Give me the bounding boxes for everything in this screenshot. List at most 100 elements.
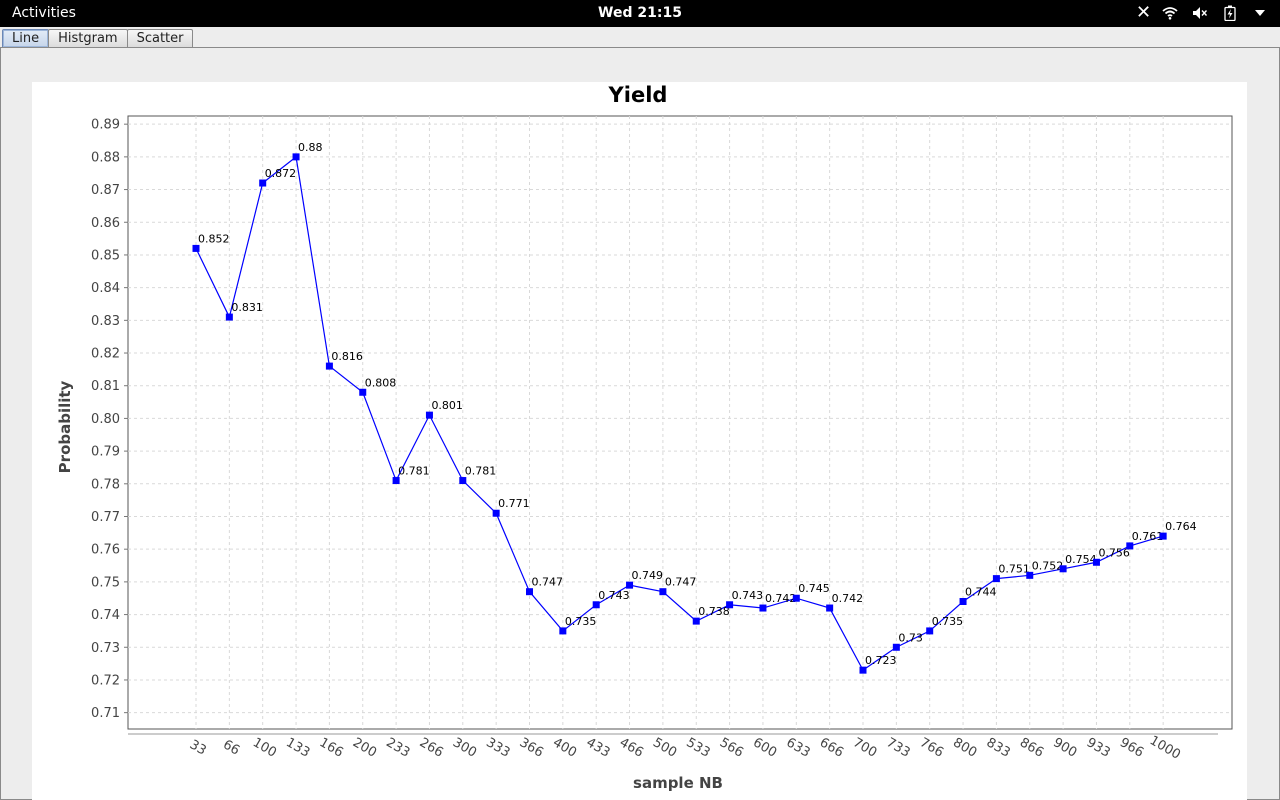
x-tick-label: 666 xyxy=(817,735,846,760)
y-tick-label: 0.89 xyxy=(91,118,120,133)
data-point xyxy=(1092,558,1100,566)
data-label: 0.781 xyxy=(465,465,497,478)
data-label: 0.735 xyxy=(932,615,964,628)
plot-area xyxy=(127,115,1233,730)
data-label: 0.754 xyxy=(1065,553,1097,566)
x-tick-label: 766 xyxy=(917,735,946,760)
tab-bar: Line Histgram Scatter xyxy=(2,29,194,48)
data-point xyxy=(1059,565,1067,573)
data-label: 0.744 xyxy=(965,585,997,598)
data-point xyxy=(292,153,300,161)
data-point xyxy=(192,244,200,252)
data-label: 0.761 xyxy=(1132,530,1164,543)
data-label: 0.743 xyxy=(732,589,764,602)
x-tick-label: 66 xyxy=(220,737,242,758)
y-tick-label: 0.81 xyxy=(91,379,120,394)
x-tick-label: 400 xyxy=(550,735,579,760)
data-point xyxy=(1159,532,1167,540)
x-tick-label: 600 xyxy=(750,735,779,760)
x-tick-label: 700 xyxy=(850,735,879,760)
data-point xyxy=(359,388,367,396)
x-tick-label: 933 xyxy=(1084,735,1113,760)
y-tick-label: 0.71 xyxy=(91,706,120,721)
x-tick-label: 500 xyxy=(650,735,679,760)
dropdown-arrow-icon xyxy=(1252,4,1268,22)
x-tick-label: 166 xyxy=(317,735,346,760)
grid-lines xyxy=(127,115,1233,730)
battery-icon xyxy=(1222,4,1238,22)
data-point xyxy=(592,601,600,609)
data-label: 0.738 xyxy=(698,605,730,618)
data-label: 0.831 xyxy=(231,301,263,314)
clock[interactable]: Wed 21:15 xyxy=(598,5,682,21)
data-label: 0.723 xyxy=(865,654,897,667)
data-point xyxy=(826,604,834,612)
data-point xyxy=(759,604,767,612)
chart-title: Yield xyxy=(608,83,668,107)
tab-scatter[interactable]: Scatter xyxy=(126,29,194,47)
data-point xyxy=(1026,571,1034,579)
data-label: 0.872 xyxy=(265,167,297,180)
data-label: 0.747 xyxy=(665,576,697,589)
line-chart: Yield sample NB Probability 0.71 0.72 0.73… xyxy=(56,83,1233,792)
y-tick-label: 0.84 xyxy=(91,281,120,296)
activities-button[interactable]: Activities xyxy=(12,5,76,21)
x-tick-label: 466 xyxy=(617,735,646,760)
app-window: Line Histgram Scatter Yield sample NB Pr… xyxy=(0,27,1280,800)
x-tick-label: 333 xyxy=(483,735,512,760)
top-bar: Activities Wed 21:15 ✕ xyxy=(0,0,1280,27)
y-tick-label: 0.83 xyxy=(91,314,120,329)
data-label: 0.852 xyxy=(198,232,230,245)
data-label: 0.751 xyxy=(998,563,1030,576)
tab-histgram[interactable]: Histgram xyxy=(48,29,128,47)
data-label: 0.764 xyxy=(1165,520,1197,533)
data-label: 0.88 xyxy=(298,141,323,154)
x-tick-label: 1000 xyxy=(1147,733,1183,763)
series-line xyxy=(195,155,1164,672)
data-point xyxy=(492,509,500,517)
close-icon[interactable]: ✕ xyxy=(1136,2,1152,23)
data-point xyxy=(526,588,533,596)
data-point xyxy=(459,477,467,485)
x-tick-label: 100 xyxy=(250,735,279,760)
data-point xyxy=(792,594,800,602)
data-point xyxy=(659,588,667,596)
volume-muted-icon xyxy=(1192,4,1208,22)
x-tick-label: 433 xyxy=(583,735,612,760)
data-label: 0.801 xyxy=(431,399,463,412)
data-label: 0.747 xyxy=(532,576,564,589)
data-point xyxy=(626,581,634,589)
data-point xyxy=(726,601,734,609)
x-tick-label: 966 xyxy=(1117,735,1146,760)
x-tick-label: 133 xyxy=(283,735,312,760)
system-tray[interactable] xyxy=(1162,4,1268,22)
y-tick-label: 0.74 xyxy=(91,608,120,623)
y-tick-label: 0.87 xyxy=(91,183,120,198)
x-tick-label: 800 xyxy=(950,735,979,760)
x-tick-label: 300 xyxy=(450,735,479,760)
data-point xyxy=(892,643,900,651)
data-point xyxy=(392,477,400,485)
y-tick-label: 0.85 xyxy=(91,248,120,263)
y-tick-label: 0.72 xyxy=(91,673,120,688)
data-label: 0.808 xyxy=(365,376,397,389)
data-point xyxy=(559,627,567,635)
x-tick-label: 866 xyxy=(1017,735,1046,760)
tab-line[interactable]: Line xyxy=(2,29,50,47)
y-tick-label: 0.79 xyxy=(91,445,120,460)
x-tick-label: 266 xyxy=(417,735,446,760)
data-label: 0.745 xyxy=(798,582,830,595)
data-label: 0.735 xyxy=(565,615,597,628)
y-tick-label: 0.82 xyxy=(91,347,120,362)
x-tick-label: 33 xyxy=(187,737,209,758)
y-tick-label: 0.75 xyxy=(91,575,120,590)
x-tick-label: 200 xyxy=(350,735,379,760)
data-point xyxy=(859,666,867,674)
data-label: 0.816 xyxy=(331,350,363,363)
x-axis-title: sample NB xyxy=(633,774,723,792)
data-label: 0.743 xyxy=(598,589,630,602)
data-point xyxy=(992,575,1000,583)
y-tick-label: 0.77 xyxy=(91,510,120,525)
wifi-icon xyxy=(1162,4,1178,22)
x-tick-label: 733 xyxy=(884,735,913,760)
